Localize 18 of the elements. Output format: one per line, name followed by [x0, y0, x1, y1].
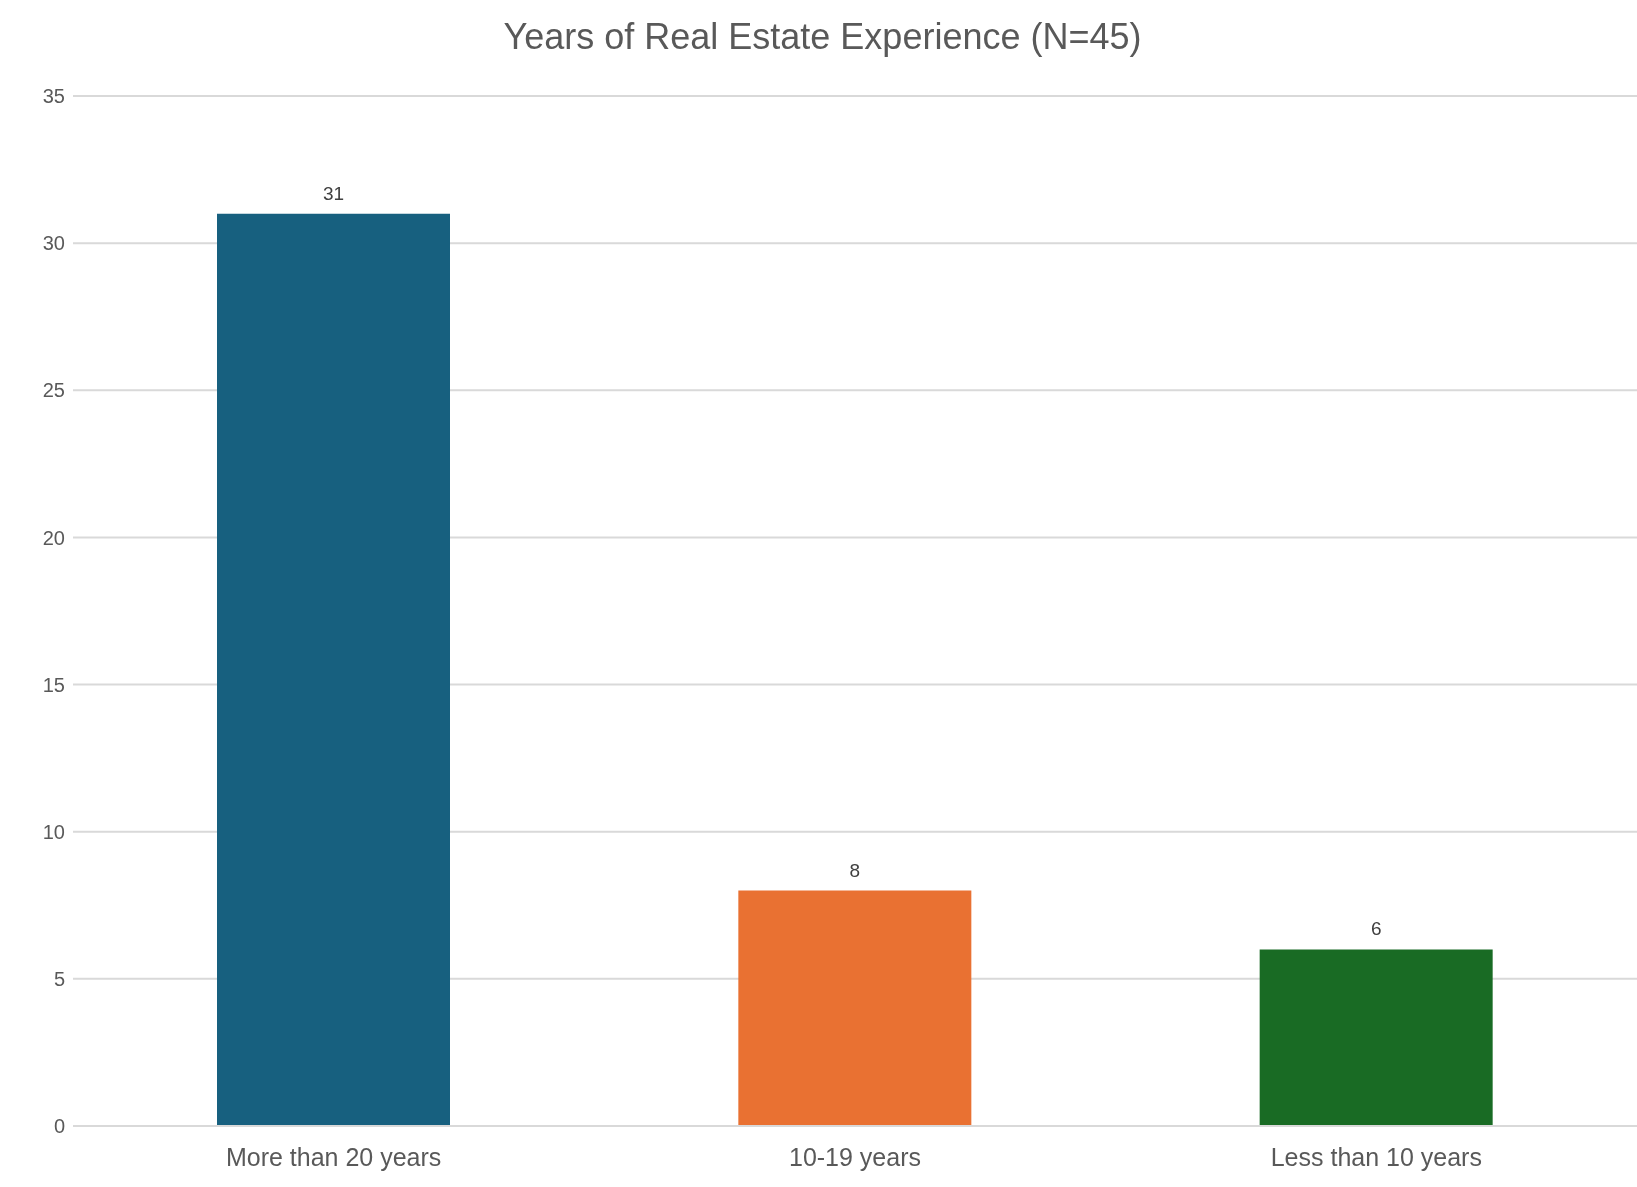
y-tick-label: 15 — [42, 673, 65, 696]
x-tick-label: Less than 10 years — [1270, 1142, 1482, 1171]
y-tick-label: 10 — [42, 820, 65, 843]
y-tick-label: 25 — [42, 379, 65, 402]
y-tick-label: 20 — [42, 526, 65, 549]
data-label: 6 — [1370, 918, 1382, 940]
chart-title: Years of Real Estate Experience (N=45) — [502, 15, 1143, 59]
data-label: 31 — [322, 182, 345, 204]
y-tick-label: 35 — [42, 85, 65, 108]
bar — [738, 890, 972, 1126]
bar — [1259, 949, 1493, 1126]
x-tick-label: More than 20 years — [225, 1142, 442, 1171]
y-tick-label: 0 — [53, 1115, 65, 1138]
y-tick-label: 5 — [53, 967, 65, 990]
bar — [217, 213, 450, 1126]
data-label: 8 — [849, 859, 861, 881]
y-tick-label: 30 — [42, 232, 65, 255]
x-tick-label: 10-19 years — [788, 1142, 922, 1171]
